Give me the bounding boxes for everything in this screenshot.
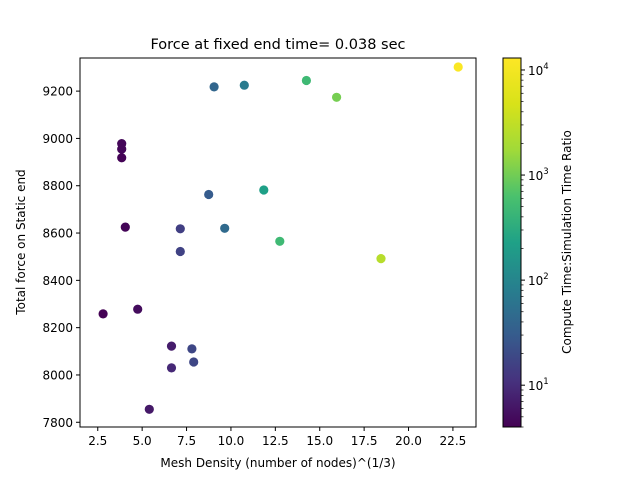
data-point: [204, 189, 214, 200]
x-tick-label: 17.5: [351, 434, 378, 448]
x-axis-label: Mesh Density (number of nodes)^(1/3): [160, 456, 395, 470]
data-point: [187, 344, 197, 354]
colorbar-tick-label: 102: [528, 272, 549, 288]
data-point: [376, 254, 386, 264]
data-point: [275, 236, 285, 246]
y-tick-label: 8800: [42, 179, 73, 193]
x-tick-label: 5.0: [133, 434, 152, 448]
data-point: [209, 82, 219, 92]
y-tick-label: 9200: [42, 85, 73, 99]
y-tick-label: 9000: [42, 132, 73, 146]
data-point: [453, 62, 463, 72]
x-tick-label: 7.5: [177, 434, 196, 448]
data-point: [120, 222, 130, 232]
colorbar-tick-label: 103: [528, 167, 549, 183]
x-tick-label: 2.5: [88, 434, 107, 448]
data-point: [117, 153, 127, 163]
data-point: [117, 144, 127, 154]
data-point: [144, 404, 154, 414]
data-point: [175, 246, 185, 257]
data-point: [166, 363, 177, 373]
x-tick-label: 20.0: [395, 434, 422, 448]
y-tick-label: 7800: [42, 416, 73, 430]
x-tick-label: 10.0: [218, 434, 245, 448]
x-tick-label: 22.5: [440, 434, 467, 448]
y-tick-label: 8600: [42, 227, 73, 241]
colorbar-tick-label: 104: [528, 62, 549, 78]
data-point: [175, 224, 185, 234]
data-point: [166, 341, 177, 351]
x-tick-label: 12.5: [262, 434, 289, 448]
colorbar-tick-label: 101: [528, 377, 549, 393]
data-point: [98, 309, 108, 319]
data-point: [220, 223, 230, 233]
colorbar: [502, 57, 522, 428]
data-point: [239, 80, 249, 90]
colorbar-label: Compute Time:Simulation Time Ratio: [560, 130, 574, 354]
plot-frame: [79, 57, 477, 428]
x-tick-label: 15.0: [306, 434, 333, 448]
data-point: [301, 75, 311, 86]
y-tick-label: 8200: [42, 321, 73, 335]
y-tick-label: 8400: [42, 274, 73, 288]
y-tick-label: 8000: [42, 368, 73, 382]
chart-title: Force at fixed end time= 0.038 sec: [150, 37, 405, 53]
data-point: [259, 185, 269, 195]
data-point: [133, 304, 143, 314]
data-point: [332, 92, 342, 102]
y-axis-label: Total force on Static end: [14, 169, 28, 315]
data-point: [189, 357, 199, 367]
